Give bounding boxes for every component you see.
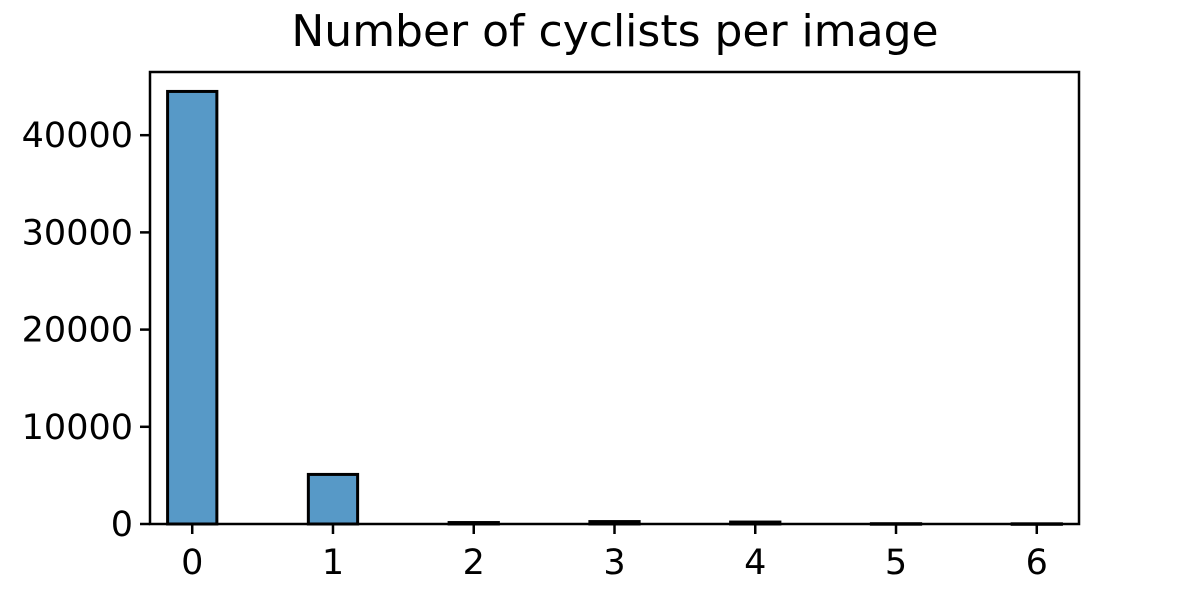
x-tick-label: 3 [603, 543, 625, 583]
x-tick-label: 0 [181, 543, 203, 583]
y-axis: 0 10000 20000 30000 40000 [22, 116, 150, 545]
bar-0 [166, 89, 219, 526]
x-tick-label: 1 [322, 543, 344, 583]
axes-frame [148, 70, 1081, 526]
x-tick-label: 2 [463, 543, 485, 583]
y-tick-label: 20000 [22, 311, 133, 351]
x-tick-label: 4 [744, 543, 766, 583]
bars-group [166, 89, 1063, 526]
y-tick-label: 30000 [22, 213, 133, 253]
x-tick-label: 6 [1026, 543, 1048, 583]
bar-1 [306, 472, 360, 526]
y-tick-label: 40000 [22, 116, 133, 156]
chart-title: Number of cyclists per image [291, 6, 938, 57]
x-tick-label: 5 [885, 543, 907, 583]
x-axis: 0 1 2 3 4 5 6 [181, 524, 1048, 583]
y-tick-label: 0 [111, 505, 133, 545]
y-tick-label: 10000 [22, 408, 133, 448]
